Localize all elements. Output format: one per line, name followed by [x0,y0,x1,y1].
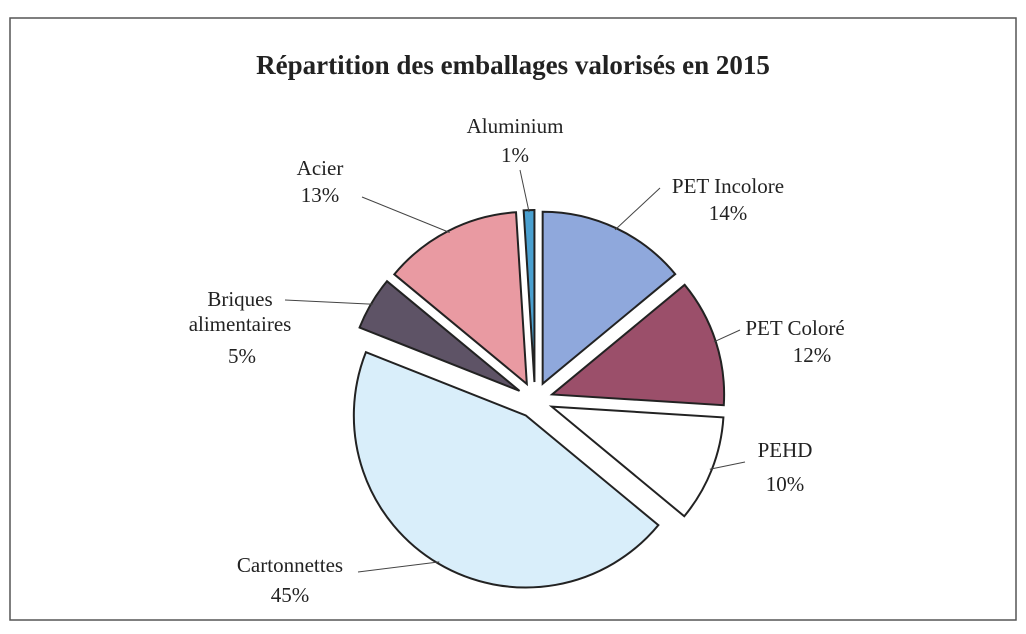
leader-line [361,196,450,233]
leader-line [614,187,661,231]
value-label: 14% [709,201,748,225]
slice-label: Briques alimentaires [188,287,292,336]
value-label: 12% [793,343,832,367]
pie-slice [392,211,528,387]
leader-line [357,561,440,573]
pie-slice [541,210,677,386]
value-label: 10% [766,472,805,496]
value-label: 5% [228,344,256,368]
slice-label: PET Incolore [672,174,784,198]
pie-slice [548,405,725,518]
pie-slice [352,350,660,589]
chart-frame [9,17,1017,621]
value-label: 45% [271,583,310,607]
slice-label: Aluminium [467,114,564,138]
leader-line [709,461,746,470]
slice-label: PEHD [758,438,813,462]
value-label: 13% [301,183,340,207]
leader-line [713,329,741,343]
slice-label: PET Coloré [745,316,844,340]
leader-line [284,299,374,305]
slice-label: Acier [297,156,344,180]
pie-slice [358,279,521,392]
value-label: 1% [501,143,529,167]
leader-line [519,169,530,213]
chart-title: Répartition des emballages valorisés en … [256,50,770,80]
slice-label: Cartonnettes [237,553,343,577]
